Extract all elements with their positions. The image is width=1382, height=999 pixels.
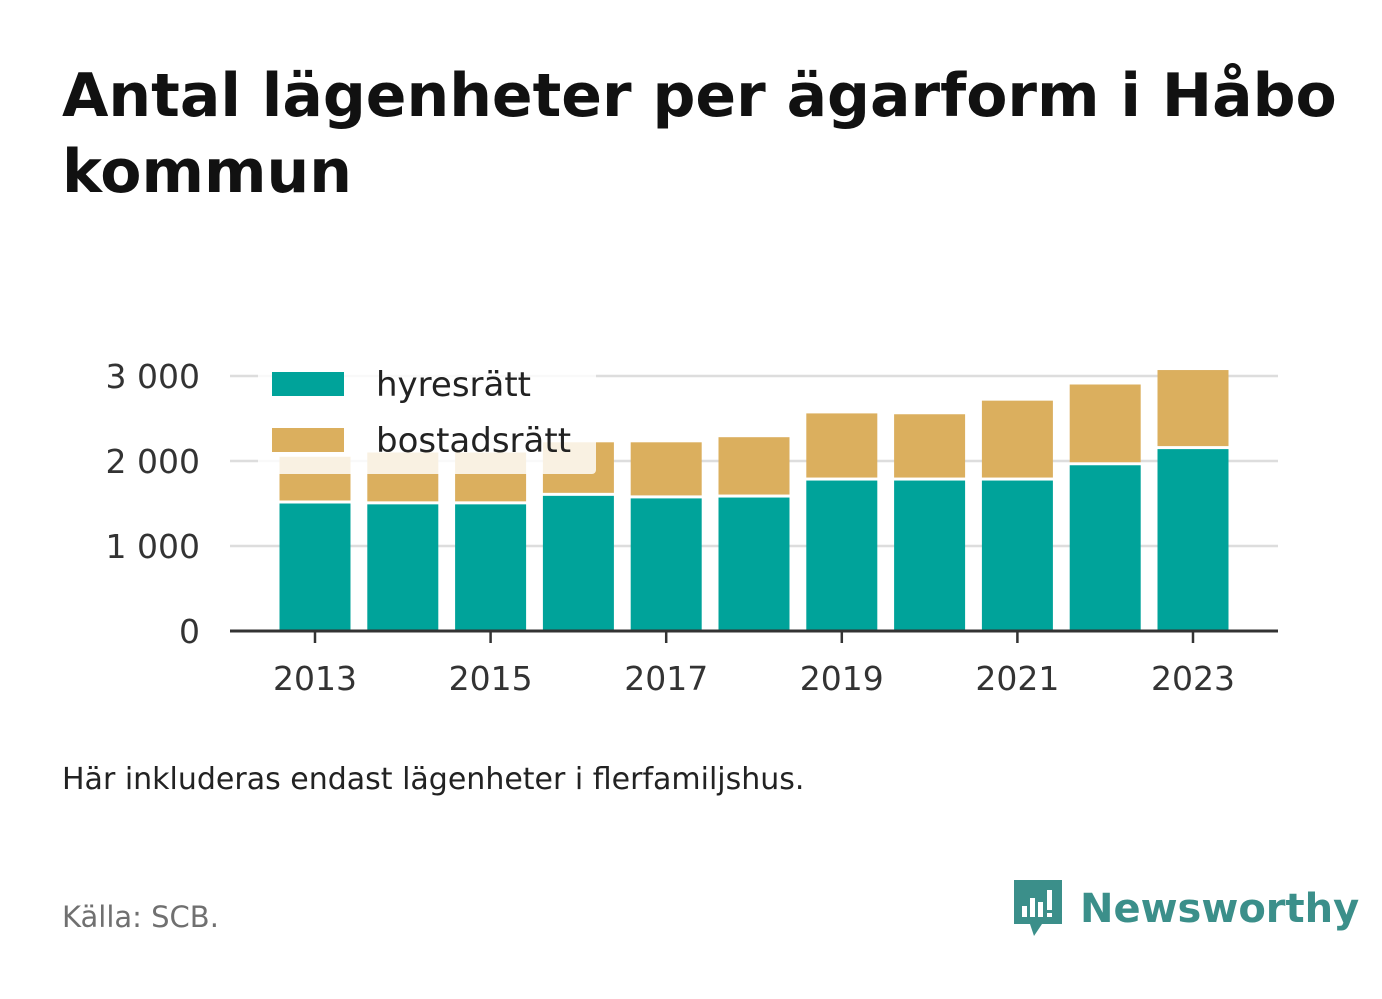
bar-bostadsratt-2020	[894, 414, 966, 478]
bar-hyresratt-2023	[1157, 449, 1229, 631]
legend-swatch-bostadsratt	[272, 428, 344, 452]
y-tick-label: 1 000	[106, 527, 200, 566]
bar-bostadsratt-2023	[1157, 370, 1229, 447]
bar-hyresratt-2014	[367, 504, 439, 631]
legend-label-bostadsratt: bostadsrätt	[376, 421, 571, 461]
x-tick-label: 2019	[800, 659, 884, 698]
newsworthy-logo-icon	[1014, 880, 1062, 936]
x-tick-label: 2017	[624, 659, 708, 698]
bar-hyresratt-2018	[718, 497, 790, 631]
x-tick-label: 2013	[273, 659, 357, 698]
bar-hyresratt-2022	[1069, 465, 1141, 631]
bar-bostadsratt-2019	[806, 413, 878, 478]
bar-hyresratt-2013	[279, 503, 351, 631]
bar-hyresratt-2016	[542, 495, 614, 631]
legend-swatch-hyresratt	[272, 372, 344, 396]
bar-hyresratt-2017	[630, 498, 702, 631]
x-tick-label: 2023	[1151, 659, 1235, 698]
y-tick-label: 0	[179, 612, 200, 651]
chart-note: Här inkluderas endast lägenheter i flerf…	[62, 762, 805, 797]
x-tick-label: 2021	[975, 659, 1059, 698]
bar-bostadsratt-2018	[718, 437, 790, 495]
y-tick-label: 2 000	[106, 442, 200, 481]
chart-title: Antal lägenheter per ägarform i Håbo kom…	[62, 61, 1337, 207]
bar-bostadsratt-2021	[981, 400, 1053, 478]
bar-hyresratt-2015	[455, 504, 527, 631]
legend-label-hyresratt: hyresrätt	[376, 365, 531, 405]
y-tick-label: 3 000	[106, 357, 200, 396]
bar-bostadsratt-2022	[1069, 384, 1141, 463]
bar-hyresratt-2021	[981, 480, 1053, 631]
bar-hyresratt-2019	[806, 480, 878, 631]
bar-bostadsratt-2017	[630, 442, 702, 496]
brand-name: Newsworthy	[1080, 886, 1360, 932]
source-text: Källa: SCB.	[62, 900, 219, 934]
x-tick-label: 2015	[449, 659, 533, 698]
newsworthy-brand: Newsworthy	[1012, 878, 1359, 940]
bar-hyresratt-2020	[894, 480, 966, 631]
